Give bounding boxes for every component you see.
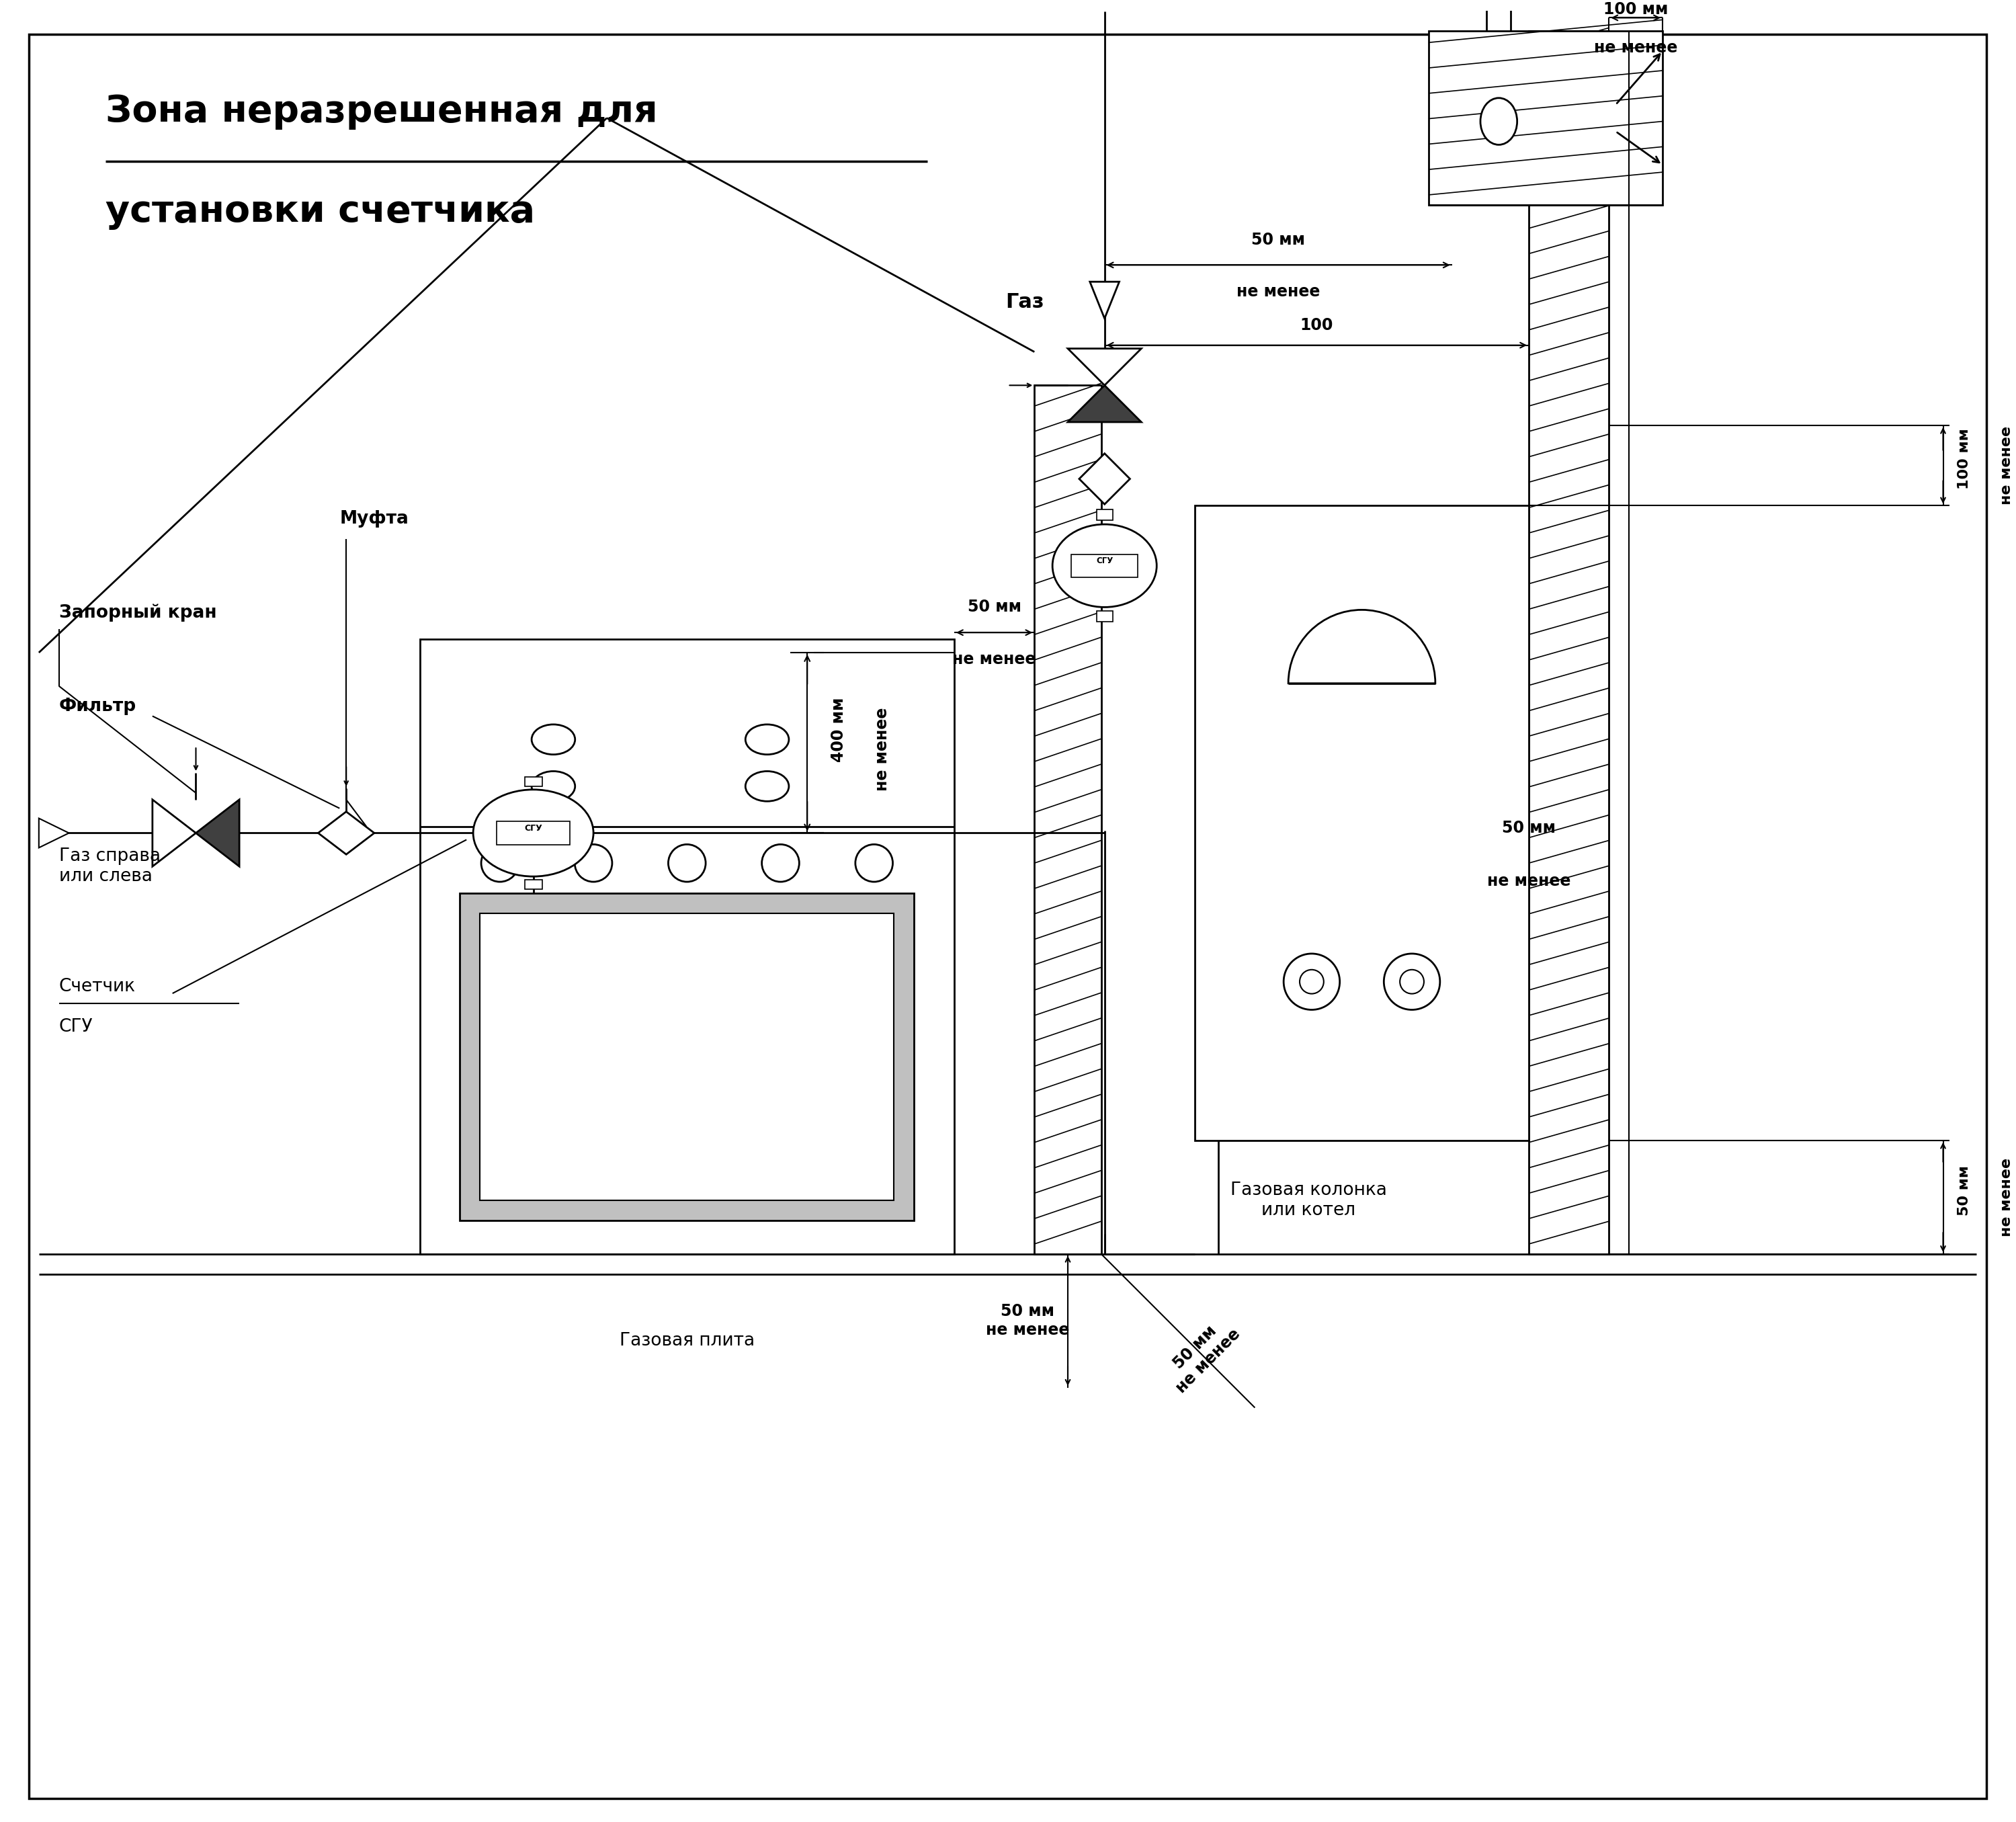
Text: СГУ: СГУ	[58, 1018, 93, 1035]
Polygon shape	[196, 800, 240, 867]
Text: не менее: не менее	[1488, 873, 1570, 889]
Polygon shape	[1091, 282, 1119, 319]
Polygon shape	[1079, 454, 1129, 505]
Text: 100 мм: 100 мм	[1603, 2, 1667, 18]
Text: не менее: не менее	[1595, 40, 1677, 56]
Bar	[496, 822, 571, 845]
Polygon shape	[1068, 384, 1141, 423]
Bar	[524, 776, 542, 787]
Bar	[1070, 554, 1137, 578]
Ellipse shape	[1480, 98, 1518, 144]
Circle shape	[1383, 953, 1439, 1009]
Circle shape	[1300, 969, 1325, 993]
Text: не менее: не менее	[2000, 426, 2014, 505]
Bar	[524, 880, 542, 889]
Text: СГУ: СГУ	[524, 824, 542, 833]
Text: Счетчик: Счетчик	[58, 978, 135, 995]
Polygon shape	[38, 818, 69, 847]
Wedge shape	[1288, 610, 1435, 683]
Text: 50 мм
не менее: 50 мм не менее	[1159, 1312, 1244, 1396]
Bar	[1429, 31, 1663, 204]
Circle shape	[762, 844, 798, 882]
Text: 400 мм: 400 мм	[831, 698, 847, 762]
Text: Зона неразрешенная для: Зона неразрешенная для	[105, 93, 657, 129]
Text: 50 мм: 50 мм	[1958, 1166, 1972, 1215]
Circle shape	[1399, 969, 1423, 993]
Text: не менее: не менее	[1236, 284, 1320, 301]
Text: 100: 100	[1300, 317, 1333, 333]
Text: не менее: не менее	[952, 650, 1036, 667]
Text: не менее: не менее	[2000, 1157, 2014, 1237]
Circle shape	[1284, 953, 1341, 1009]
Polygon shape	[1068, 348, 1141, 384]
Bar	[419, 640, 954, 1254]
Text: 50 мм: 50 мм	[1502, 820, 1556, 836]
Bar	[460, 893, 913, 1221]
Text: Запорный кран: Запорный кран	[58, 603, 216, 621]
Bar	[1097, 610, 1113, 621]
Text: СГУ: СГУ	[1097, 558, 1113, 565]
Circle shape	[575, 844, 613, 882]
Text: установки счетчика: установки счетчика	[105, 193, 534, 230]
Ellipse shape	[532, 725, 575, 754]
Ellipse shape	[474, 789, 593, 876]
Ellipse shape	[746, 771, 788, 802]
Bar	[1097, 510, 1113, 521]
Ellipse shape	[746, 725, 788, 754]
Bar	[480, 913, 893, 1201]
Bar	[1034, 384, 1101, 1254]
Text: 50 мм: 50 мм	[1252, 231, 1304, 248]
Polygon shape	[319, 811, 375, 855]
Text: Газ справа
или слева: Газ справа или слева	[58, 847, 161, 885]
Bar	[1528, 31, 1609, 1254]
Circle shape	[855, 844, 893, 882]
Circle shape	[482, 844, 518, 882]
Polygon shape	[153, 800, 196, 867]
Text: 100 мм: 100 мм	[1958, 428, 1972, 490]
Text: не менее: не менее	[875, 707, 891, 791]
Text: Фильтр: Фильтр	[58, 698, 137, 714]
Circle shape	[667, 844, 706, 882]
Bar	[1195, 505, 1528, 1141]
Ellipse shape	[532, 771, 575, 802]
Text: 50 мм: 50 мм	[968, 599, 1022, 616]
Text: Газовая плита: Газовая плита	[619, 1332, 754, 1350]
Text: Муфта: Муфта	[339, 510, 409, 528]
Text: Газовая колонка
или котел: Газовая колонка или котел	[1230, 1182, 1387, 1219]
Text: Газ: Газ	[1006, 292, 1044, 312]
Ellipse shape	[1052, 525, 1157, 607]
Text: 50 мм
не менее: 50 мм не менее	[986, 1303, 1070, 1337]
